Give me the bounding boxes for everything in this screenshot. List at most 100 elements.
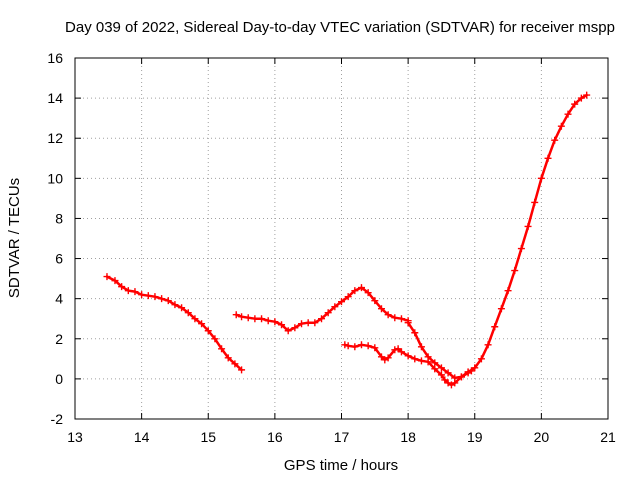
y-tick-label: 8 — [55, 210, 63, 226]
data-point — [384, 354, 392, 362]
data-point — [224, 354, 232, 362]
data-point — [397, 348, 405, 356]
data-point — [238, 366, 246, 374]
data-point — [103, 273, 111, 281]
data-point — [451, 374, 459, 382]
data-point — [364, 342, 372, 350]
data-point — [431, 365, 439, 373]
data-point — [344, 342, 352, 350]
data-point — [291, 324, 299, 332]
x-tick-label: 18 — [400, 429, 416, 445]
data-point — [204, 327, 212, 335]
data-point — [138, 291, 146, 299]
data-point — [131, 288, 139, 296]
data-point — [244, 314, 252, 322]
x-tick-label: 15 — [200, 429, 216, 445]
data-point — [551, 136, 559, 144]
data-point — [577, 94, 585, 102]
data-point — [164, 297, 172, 305]
data-point — [411, 355, 419, 363]
data-point — [357, 341, 365, 349]
y-axis-label: SDTVAR / TECUs — [6, 178, 23, 298]
data-point — [357, 284, 365, 292]
data-point — [284, 327, 292, 335]
y-tick-label: 6 — [55, 251, 63, 267]
data-point — [124, 287, 132, 295]
series-layer — [103, 91, 591, 389]
data-point — [517, 245, 525, 253]
data-point — [258, 315, 266, 323]
data-point — [318, 315, 326, 323]
data-point — [464, 368, 472, 376]
data-point — [232, 311, 240, 319]
data-point — [211, 335, 219, 343]
x-tick-label: 13 — [67, 429, 83, 445]
data-point — [384, 311, 392, 319]
data-point — [111, 277, 119, 285]
data-point — [278, 321, 286, 329]
data-point — [484, 341, 492, 349]
data-point — [583, 91, 591, 99]
data-point — [391, 314, 399, 322]
data-point — [391, 346, 399, 354]
data-point — [158, 295, 166, 303]
data-point — [417, 343, 425, 351]
plot-frame — [74, 57, 609, 420]
data-point — [371, 297, 379, 305]
data-point — [471, 364, 479, 372]
data-point — [544, 154, 552, 162]
data-point — [411, 329, 419, 337]
y-tick-label: 4 — [55, 291, 63, 307]
data-point — [571, 100, 579, 108]
data-point — [178, 304, 186, 312]
data-point — [477, 355, 485, 363]
data-point — [118, 283, 126, 291]
series-line-4 — [406, 93, 588, 380]
x-tick-label: 14 — [134, 429, 150, 445]
data-point — [511, 267, 519, 275]
x-tick-label: 17 — [334, 429, 350, 445]
chart-title: Day 039 of 2022, Sidereal Day-to-day VTE… — [65, 19, 615, 36]
data-point — [397, 315, 405, 323]
data-point — [341, 341, 349, 349]
x-tick-label: 19 — [467, 429, 483, 445]
y-tick-label: 14 — [47, 90, 63, 106]
y-tick-label: 12 — [47, 130, 63, 146]
data-point — [404, 319, 412, 327]
y-tick-label: 16 — [47, 50, 63, 66]
data-point — [437, 371, 445, 379]
data-point — [351, 343, 359, 351]
grid-layer — [74, 57, 609, 420]
data-point — [251, 315, 259, 323]
data-point — [371, 344, 379, 352]
data-point — [497, 305, 505, 313]
data-point — [184, 309, 192, 317]
data-point — [524, 222, 532, 230]
data-point — [331, 303, 339, 311]
data-point — [218, 345, 226, 353]
data-point — [417, 357, 425, 365]
data-point — [191, 315, 199, 323]
data-point — [377, 305, 385, 313]
data-point — [198, 320, 206, 328]
data-point — [298, 320, 306, 328]
y-tick-label: -2 — [51, 411, 64, 427]
data-point — [537, 174, 545, 182]
data-point — [231, 360, 239, 368]
data-point — [491, 323, 499, 331]
tick-layer: 13 14 15 16 17 18 19 20 21 -2 0 2 4 6 8 10 12 14 16 — [47, 50, 616, 445]
data-point — [444, 369, 452, 377]
x-tick-label: 21 — [600, 429, 616, 445]
data-point — [424, 353, 432, 361]
data-point — [271, 318, 279, 326]
data-point — [431, 359, 439, 367]
data-point — [144, 292, 152, 300]
x-tick-label: 16 — [267, 429, 283, 445]
data-point — [338, 298, 345, 306]
y-tick-label: 0 — [55, 371, 63, 387]
data-point — [344, 293, 352, 301]
data-point — [151, 293, 159, 301]
data-point — [351, 287, 359, 295]
data-point — [557, 122, 565, 130]
data-point — [404, 352, 412, 360]
